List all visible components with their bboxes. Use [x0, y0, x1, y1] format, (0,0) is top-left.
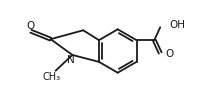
Text: CH₃: CH₃ — [43, 72, 61, 82]
Text: OH: OH — [169, 20, 185, 30]
Text: N: N — [68, 55, 75, 65]
Text: O: O — [165, 49, 173, 59]
Text: O: O — [27, 21, 35, 31]
